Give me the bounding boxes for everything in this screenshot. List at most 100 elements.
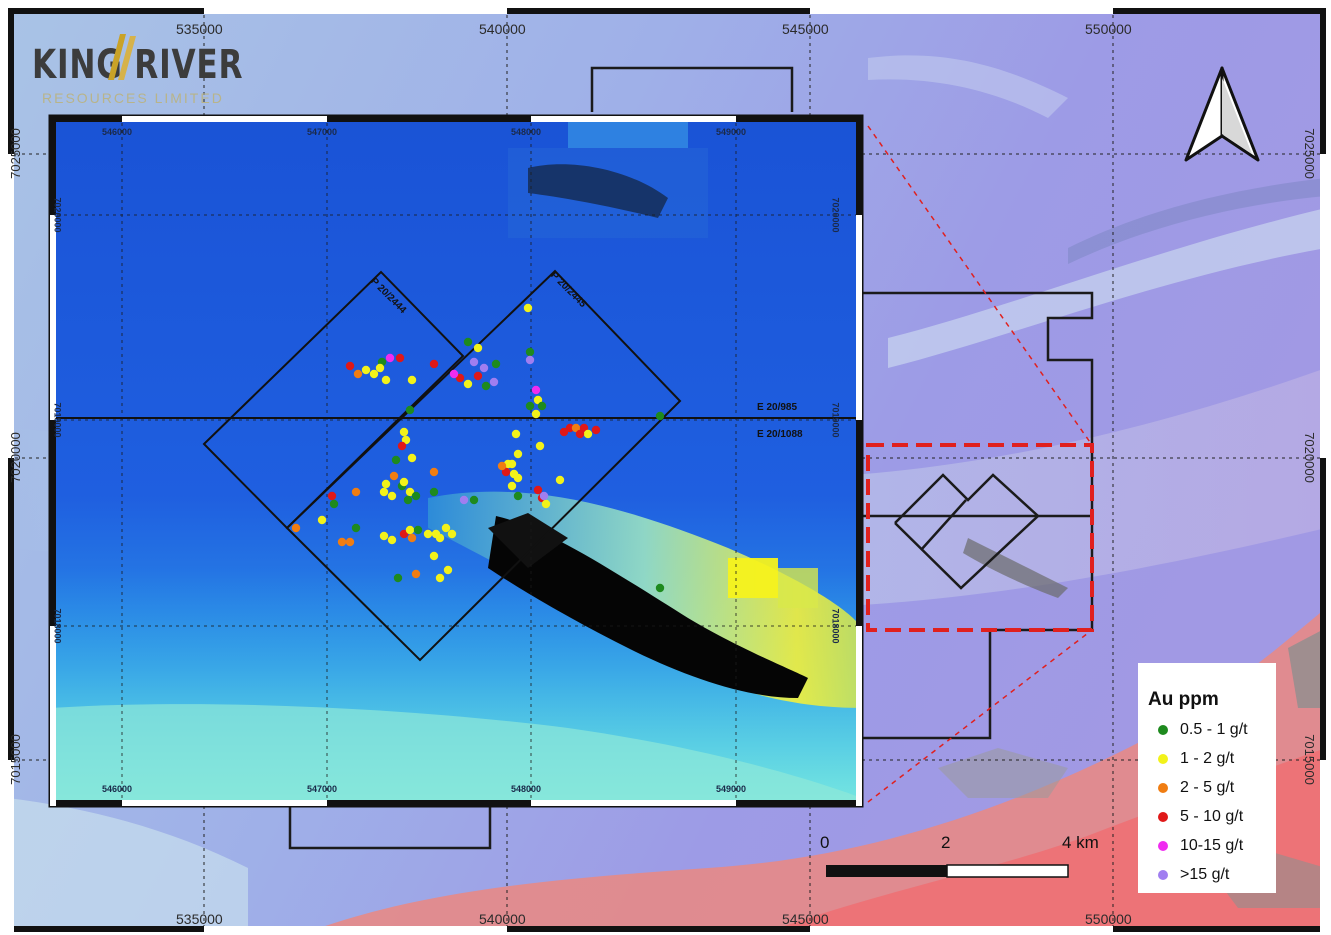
sample-point <box>411 569 421 579</box>
sample-point <box>429 467 439 477</box>
legend-label: 2 - 5 g/t <box>1180 779 1235 796</box>
logo-wordmark: KING RIVER <box>32 42 244 88</box>
sample-point <box>387 491 397 501</box>
scale-label-4km: 4 km <box>1062 833 1099 852</box>
sample-point <box>345 361 355 371</box>
logo-subtext: RESOURCES LIMITED <box>42 90 224 106</box>
x-tick-bottom-0: 535000 <box>176 911 223 927</box>
legend-dot <box>1158 725 1168 735</box>
legend-label: >15 g/t <box>1180 866 1230 883</box>
sample-point <box>391 455 401 465</box>
sample-point <box>469 357 479 367</box>
sample-point <box>473 343 483 353</box>
sample-point <box>533 395 543 405</box>
sample-point <box>395 353 405 363</box>
legend-dot <box>1158 841 1168 851</box>
x-tick-bottom-2: 545000 <box>782 911 829 927</box>
sample-point <box>379 531 389 541</box>
sample-point <box>455 373 465 383</box>
sample-point <box>351 487 361 497</box>
inset-y-tick-right-0: 7020000 <box>830 197 841 233</box>
scale-label-0: 0 <box>820 833 830 852</box>
map-canvas[interactable] <box>8 8 1326 932</box>
sample-point <box>507 481 517 491</box>
sample-point <box>469 495 479 505</box>
sample-point <box>399 427 409 437</box>
legend-dot <box>1158 754 1168 764</box>
sample-point <box>399 477 409 487</box>
tenement-label-e1088: E 20/1088 <box>757 429 803 440</box>
legend: Au ppm 0.5 - 1 g/t 1 - 2 g/t 2 - 5 g/t 5… <box>1138 663 1276 893</box>
sample-point <box>423 529 433 539</box>
inset-x-tick-top-0: 546000 <box>102 127 133 137</box>
sample-point <box>473 371 483 381</box>
sample-point <box>443 565 453 575</box>
north-arrow-icon <box>1184 66 1260 162</box>
sample-point <box>481 381 491 391</box>
x-tick-top-2: 545000 <box>782 21 829 37</box>
sample-point <box>397 441 407 451</box>
sample-point <box>411 491 421 501</box>
legend-dot <box>1158 783 1168 793</box>
sample-point <box>407 453 417 463</box>
sample-point <box>407 375 417 385</box>
inset-x-tick-bottom-0: 546000 <box>102 784 133 794</box>
scale-bar <box>826 864 1069 878</box>
sample-point <box>403 495 413 505</box>
inset-y-tick-left-2: 7018000 <box>52 608 63 644</box>
legend-dot <box>1158 812 1168 822</box>
inset-y-tick-left-1: 7019000 <box>52 402 63 438</box>
x-tick-top-0: 535000 <box>176 21 223 37</box>
sample-point <box>533 485 543 495</box>
inset-y-tick-right-2: 7018000 <box>830 608 841 644</box>
logo-gold-stripes-icon <box>108 34 136 80</box>
sample-point <box>429 359 439 369</box>
y-tick-left-0: 7025000 <box>7 128 23 179</box>
king-river-logo: KING RIVER RESOURCES LIMITED <box>32 34 303 106</box>
sample-point <box>405 525 415 535</box>
sample-point <box>329 499 339 509</box>
sample-point <box>369 369 379 379</box>
sample-point <box>655 583 665 593</box>
sample-point <box>389 471 399 481</box>
sample-point <box>429 551 439 561</box>
sample-point <box>317 515 327 525</box>
sample-point <box>327 491 337 501</box>
sample-point <box>449 369 459 379</box>
legend-item: 2 - 5 g/t <box>1148 775 1234 801</box>
sample-point <box>361 365 371 375</box>
legend-label: 0.5 - 1 g/t <box>1180 721 1248 738</box>
sample-point <box>405 405 415 415</box>
inset-x-tick-top-1: 547000 <box>307 127 338 137</box>
sample-point <box>571 423 581 433</box>
sample-point <box>375 363 385 373</box>
sample-point <box>351 523 361 533</box>
sample-point <box>497 461 507 471</box>
legend-title: Au ppm <box>1148 689 1219 710</box>
sample-point <box>513 473 523 483</box>
sample-point <box>579 423 589 433</box>
sample-point <box>539 491 549 501</box>
legend-item: 1 - 2 g/t <box>1148 746 1234 772</box>
map-frame: 535000 540000 545000 550000 535000 54000… <box>8 8 1326 932</box>
sample-point <box>565 423 575 433</box>
legend-label: 5 - 10 g/t <box>1180 808 1244 825</box>
sample-point <box>399 529 409 539</box>
sample-point <box>531 385 541 395</box>
sample-point <box>489 377 499 387</box>
sample-point <box>555 475 565 485</box>
sample-point <box>541 499 551 509</box>
sample-point <box>413 525 423 535</box>
sample-point <box>345 537 355 547</box>
sample-point <box>491 359 501 369</box>
sample-point <box>525 347 535 357</box>
sample-point <box>405 487 415 497</box>
sample-point <box>463 337 473 347</box>
sample-point <box>385 353 395 363</box>
inset-map <box>48 114 864 808</box>
sample-point <box>435 573 445 583</box>
legend-item: >15 g/t <box>1148 862 1229 888</box>
x-tick-top-3: 550000 <box>1085 21 1132 37</box>
sample-point <box>531 409 541 419</box>
sample-point <box>655 411 665 421</box>
